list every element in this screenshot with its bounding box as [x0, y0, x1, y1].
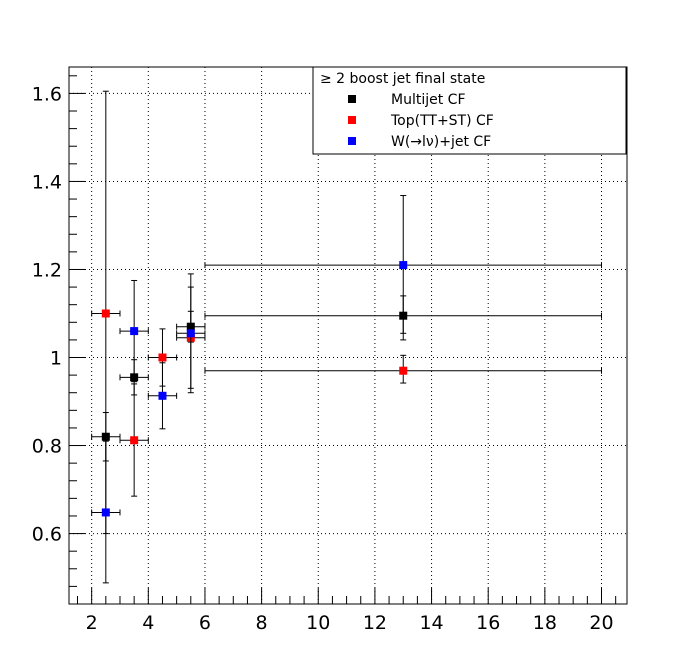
data-point — [130, 327, 139, 336]
x-tick-label: 16 — [476, 612, 500, 634]
x-tick-label: 10 — [306, 612, 330, 634]
legend-entry: Top(TT+ST) CF — [390, 113, 494, 129]
legend: ≥ 2 boost jet final state Multijet CF Top(… — [312, 66, 627, 155]
data-point — [399, 366, 408, 375]
y-tick-label: 0.8 — [32, 436, 62, 458]
y-tick-label: 1 — [50, 348, 62, 370]
y-tick-label: 1.4 — [32, 171, 62, 193]
data-point — [101, 309, 110, 318]
x-tick-label: 8 — [256, 612, 268, 634]
data-point — [399, 261, 408, 270]
legend-marker — [348, 95, 356, 103]
x-tick-label: 4 — [142, 612, 154, 634]
legend-entry: Multijet CF — [391, 92, 466, 108]
y-tick-label: 1.2 — [32, 259, 62, 281]
data-point — [101, 508, 110, 517]
legend-entry: W(→lν)+jet CF — [391, 134, 491, 150]
x-tick-label: 2 — [86, 612, 98, 634]
x-tick-label: 18 — [533, 612, 557, 634]
x-tick-label: 20 — [589, 612, 613, 634]
x-tick-label: 6 — [199, 612, 211, 634]
data-point — [158, 391, 167, 400]
legend-box — [312, 66, 627, 155]
legend-marker — [348, 116, 356, 124]
series-2 — [91, 195, 603, 584]
x-tick-label: 14 — [419, 612, 443, 634]
series-layer — [91, 90, 603, 584]
data-point — [158, 353, 167, 362]
axes: 2 4 6 8 10 12 14 16 18 20 0.6 0.8 1 1.2 1.4 1.6 — [32, 66, 628, 634]
legend-title: ≥ 2 boost jet final state — [320, 71, 485, 87]
data-point — [186, 329, 195, 338]
legend-marker — [348, 137, 356, 145]
data-point — [130, 436, 139, 445]
x-tick-label: 12 — [363, 612, 387, 634]
y-tick-label: 1.6 — [32, 83, 62, 105]
y-tick-label: 0.6 — [32, 524, 62, 546]
